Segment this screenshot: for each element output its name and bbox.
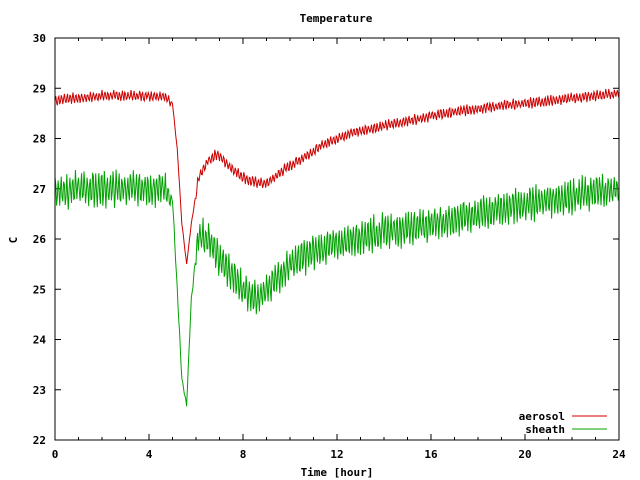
y-tick-label: 22 <box>33 434 46 447</box>
y-tick-label: 28 <box>33 133 46 146</box>
series-line-aerosol <box>54 88 620 265</box>
x-axis-label: Time [hour] <box>301 466 374 479</box>
x-tick-label: 0 <box>52 448 59 461</box>
y-tick-label: 26 <box>33 233 47 246</box>
y-axis-label: C <box>7 237 20 244</box>
x-tick-label: 20 <box>518 448 531 461</box>
y-tick-label: 30 <box>33 32 46 45</box>
x-tick-label: 16 <box>424 448 438 461</box>
chart-title: Temperature <box>300 12 373 25</box>
x-tick-label: 12 <box>330 448 343 461</box>
legend-label: aerosol <box>519 410 565 423</box>
x-tick-label: 8 <box>240 448 247 461</box>
x-tick-label: 4 <box>146 448 153 461</box>
x-axis-ticks: 0 4 8 12 16 20 24 <box>52 38 626 461</box>
plot-frame <box>54 37 620 441</box>
legend-label: sheath <box>525 423 565 436</box>
y-axis-ticks: 22 23 24 25 26 27 28 29 30 <box>33 32 619 447</box>
plot-series <box>54 88 620 407</box>
y-tick-label: 25 <box>33 283 46 296</box>
y-tick-label: 24 <box>33 334 47 347</box>
x-tick-label: 24 <box>612 448 626 461</box>
y-tick-label: 23 <box>33 384 46 397</box>
y-tick-label: 29 <box>33 82 46 95</box>
series-line-sheath <box>54 169 620 407</box>
y-tick-label: 27 <box>33 183 46 196</box>
